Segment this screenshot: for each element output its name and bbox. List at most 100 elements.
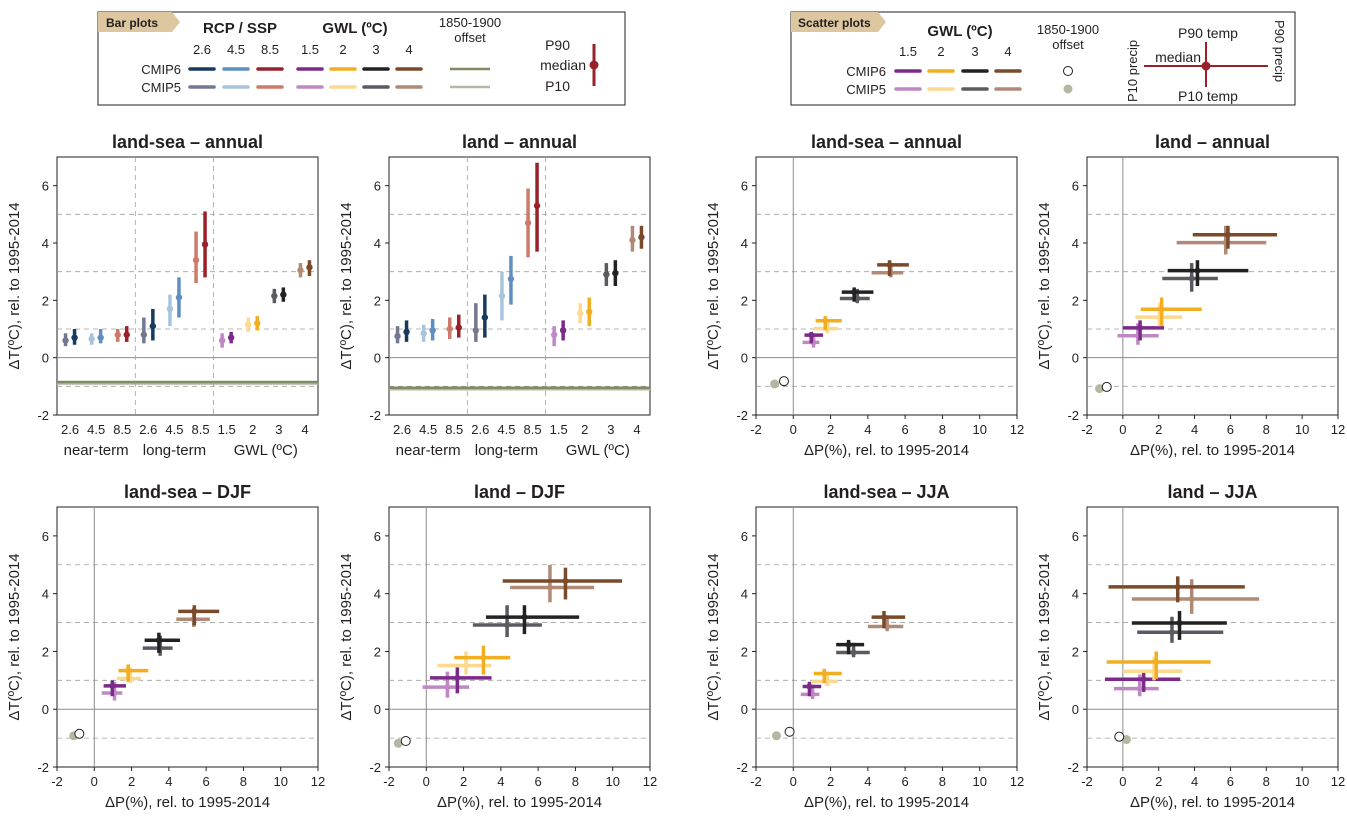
x-tick-label: -2 <box>383 774 395 789</box>
x-tick-label: 4.5 <box>87 422 105 437</box>
plot-frame <box>388 156 651 416</box>
x-tick-label: 1.5 <box>550 422 568 437</box>
x-tick-label: 12 <box>1331 422 1345 437</box>
x-tick-label: 8 <box>572 774 579 789</box>
offset-point-cmip5 <box>393 738 403 748</box>
x-tick-label: 8.5 <box>192 422 210 437</box>
x-tick-label: 6 <box>1227 774 1234 789</box>
bar-legend-swatches <box>188 67 490 89</box>
bar-median-cmip6 <box>280 291 287 298</box>
bar-median-cmip6 <box>586 308 593 315</box>
bar-median-cmip6 <box>175 294 183 301</box>
plot-frame <box>1086 506 1339 768</box>
x-tick-label: 4 <box>864 774 871 789</box>
rcp-level-4-5: 4.5 <box>227 42 245 57</box>
bar-median-cmip6 <box>254 320 261 327</box>
x-tick-label: 2 <box>827 422 834 437</box>
x-tick-label: 4 <box>497 774 504 789</box>
cross-median <box>886 261 893 268</box>
panel-8: -2 0 2 4 6 land – JJA ΔT(ºC), rel. to 1995-201… <box>1036 482 1345 811</box>
cross-median <box>822 317 829 324</box>
bar-median-cmip5 <box>297 267 304 274</box>
cross-median <box>155 637 162 644</box>
bar-median-cmip6 <box>227 334 235 341</box>
x-tick-label: 6 <box>535 774 542 789</box>
bar-median-cmip6 <box>455 324 462 331</box>
x-tick-label: 8 <box>1263 774 1270 789</box>
bar-median-cmip6 <box>306 264 313 271</box>
cross-median <box>1136 685 1143 692</box>
panel-title: land – JJA <box>1167 482 1257 502</box>
x-tick-label: -2 <box>51 774 63 789</box>
scatter-gwl-level-1-5: 1.5 <box>899 44 917 59</box>
cross-median <box>881 614 887 621</box>
bar-median-cmip5 <box>629 236 636 244</box>
offset-point-cmip6 <box>1101 381 1112 392</box>
y-axis-label: ΔT(ºC), rel. to 1995-2014 <box>338 202 355 369</box>
scatter-offset-title-line1: 1850-1900 <box>1037 22 1099 37</box>
plot-frame <box>1086 156 1339 416</box>
x-tick-label: 10 <box>972 422 986 437</box>
offset-point-cmip6 <box>1114 731 1125 742</box>
y-tick-label: -2 <box>736 408 748 423</box>
panel-title: land – DJF <box>474 482 565 502</box>
cross-median <box>851 289 858 296</box>
panel-title: land-sea – DJF <box>124 482 251 502</box>
group-label: long-term <box>475 442 538 459</box>
cross-median <box>1140 676 1147 683</box>
x-tick-label: 10 <box>273 774 287 789</box>
cross-median <box>850 649 857 656</box>
x-tick-label: 8.5 <box>524 422 542 437</box>
panel-4: -2 0 2 4 6 land – annual ΔT(ºC), rel. to 1995-… <box>1036 132 1345 459</box>
panel-title: land – annual <box>462 132 577 152</box>
scatter-gwl-level-3: 3 <box>971 44 978 59</box>
p90-precip-label: P90 precip <box>1272 20 1287 82</box>
y-tick-label: 2 <box>42 644 49 659</box>
panel-title: land – annual <box>1155 132 1270 152</box>
bar-median-cmip5 <box>88 335 95 343</box>
scatter-median-label: median <box>1155 49 1201 65</box>
x-tick-label: -2 <box>1081 774 1093 789</box>
x-tick-label: 8 <box>1263 422 1270 437</box>
x-tick-label: 0 <box>1119 422 1126 437</box>
group-label: long-term <box>143 442 206 459</box>
x-tick-label: 2 <box>128 774 135 789</box>
bar-median-cmip6 <box>533 202 541 209</box>
p90-temp-label: P90 temp <box>1178 25 1238 41</box>
y-tick-label: 2 <box>1072 293 1079 308</box>
panel-title: land-sea – JJA <box>823 482 949 502</box>
x-tick-label: 8 <box>939 774 946 789</box>
y-tick-label: 0 <box>1072 702 1079 717</box>
p90-label: P90 <box>545 37 570 53</box>
rcp-ssp-title: RCP / SSP <box>203 20 277 37</box>
cross-median <box>1188 275 1195 282</box>
cross-median <box>191 608 198 615</box>
x-tick-label: 12 <box>1331 774 1345 789</box>
panel-3: -2 0 2 4 6 land-sea – annual ΔT(ºC), rel. to 1… <box>705 132 1024 459</box>
bar-median-cmip5 <box>394 332 401 340</box>
bar-median-cmip5 <box>192 257 200 264</box>
y-tick-label: 0 <box>1072 351 1079 366</box>
group-label: near-term <box>64 442 129 459</box>
offset-point-cmip6 <box>400 736 411 746</box>
bar-median-cmip5 <box>271 292 278 300</box>
cross-median <box>1188 596 1195 603</box>
group-label: near-term <box>396 442 461 459</box>
offset-point-cmip6 <box>74 728 85 739</box>
y-axis-label: ΔT(ºC), rel. to 1995-2014 <box>1036 202 1053 369</box>
x-axis-label: ΔP(%), rel. to 1995-2014 <box>804 442 969 459</box>
scatter-legend-swatches <box>894 66 1073 94</box>
y-tick-label: -2 <box>37 408 49 423</box>
y-tick-label: 6 <box>374 529 381 544</box>
bar-median-cmip5 <box>420 330 427 337</box>
y-tick-label: -2 <box>369 760 381 775</box>
y-tick-label: 2 <box>741 293 748 308</box>
bar-median-cmip5 <box>62 337 69 344</box>
y-tick-label: 4 <box>374 236 381 251</box>
x-tick-label: 4.5 <box>497 422 515 437</box>
y-tick-label: 0 <box>741 702 748 717</box>
bar-plots-legend: Bar plots RCP / SSP GWL (ºC) 1850-1900 o… <box>97 11 626 106</box>
y-tick-label: 0 <box>741 351 748 366</box>
y-tick-label: 4 <box>741 587 748 602</box>
x-tick-label: 4.5 <box>165 422 183 437</box>
